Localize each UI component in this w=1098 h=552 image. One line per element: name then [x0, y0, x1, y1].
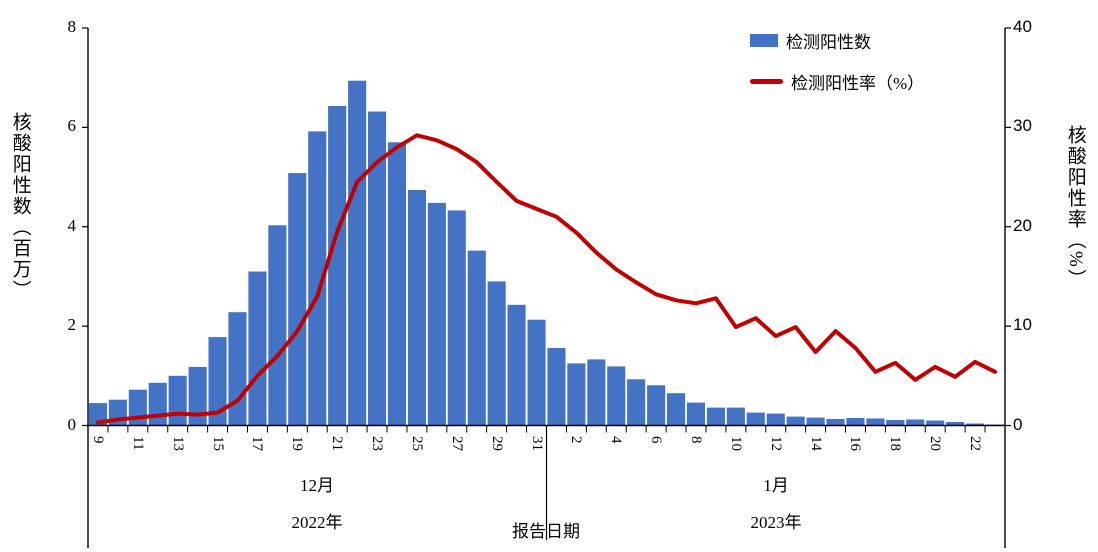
right-axis-title: 核酸阳性率（%） [1064, 125, 1086, 290]
x-tick-label: 8 [688, 436, 704, 444]
legend-item-positive-count: 检测阳性数 [750, 28, 924, 53]
x-tick-label: 22 [967, 436, 984, 451]
legend-line-label: 检测阳性率（%） [791, 74, 925, 93]
x-tick-label: 9 [89, 436, 106, 444]
legend-bar-swatch [750, 34, 778, 47]
y-left-tick-label: 4 [67, 215, 77, 235]
bar-15 [826, 419, 845, 426]
bar-28 [467, 250, 486, 426]
bar-17 [866, 418, 885, 426]
bar-10 [726, 407, 745, 426]
x-tick-label: 25 [408, 436, 425, 451]
left-axis-title: 核酸阳性数（百万） [9, 112, 31, 301]
bar-8 [686, 402, 705, 426]
bar-19 [288, 173, 307, 426]
legend-bar-label: 检测阳性数 [786, 33, 871, 52]
bar-16 [228, 312, 247, 426]
bar-11 [746, 412, 765, 426]
bar-7 [667, 393, 686, 426]
y-right-tick-label: 0 [1013, 414, 1023, 434]
bar-6 [647, 385, 666, 426]
bar-9 [706, 407, 725, 426]
x-tick-label: 4 [608, 436, 625, 444]
bar-3 [587, 359, 606, 426]
bar-17 [248, 271, 267, 426]
x-tick-label: 14 [807, 436, 824, 451]
bar-25 [407, 190, 426, 426]
x-tick-label: 31 [528, 436, 545, 451]
bar-18 [886, 420, 905, 426]
x-tick-label: 12 [767, 436, 784, 451]
x-tick-label: 23 [369, 436, 386, 451]
bar-27 [447, 210, 466, 426]
bar-15 [208, 337, 227, 426]
bar-2 [567, 363, 586, 426]
month-label-december: 12月 [300, 476, 334, 495]
x-tick-label: 21 [329, 436, 346, 451]
x-tick-label: 27 [448, 436, 465, 451]
y-left-tick-label: 8 [67, 17, 77, 36]
bar-26 [427, 202, 446, 426]
rate-line [96, 133, 997, 425]
x-axis-title: 报告日期 [512, 522, 580, 541]
year-label-2023: 2023年 [750, 513, 802, 532]
x-tick-label: 19 [289, 436, 306, 451]
legend-line-swatch [750, 79, 783, 84]
bar-20 [926, 420, 945, 426]
bar-12 [766, 413, 785, 426]
legend-item-positive-rate: 检测阳性率（%） [750, 69, 924, 94]
month-label-january: 1月 [763, 476, 789, 495]
bar-14 [188, 366, 207, 426]
year-label-2022: 2022年 [291, 513, 343, 532]
bar-29 [487, 281, 506, 426]
y-left-tick-label: 0 [67, 414, 77, 434]
bar-24 [387, 142, 406, 426]
bar-31 [527, 319, 546, 426]
x-tick-label: 13 [169, 436, 186, 451]
x-tick-label: 29 [488, 436, 505, 451]
bar-5 [627, 379, 646, 426]
bar-19 [906, 419, 925, 426]
legend: 检测阳性数 检测阳性率（%） [750, 28, 924, 94]
bar-16 [846, 418, 865, 426]
bar-12 [148, 382, 167, 426]
bar-22 [348, 80, 367, 426]
x-tick-label: 15 [209, 436, 226, 451]
bar-23 [368, 111, 387, 426]
bar-21 [328, 106, 347, 426]
bar-21 [946, 422, 965, 426]
y-right-tick-label: 30 [1013, 116, 1032, 136]
bar-20 [308, 131, 327, 426]
x-tick-label: 18 [887, 436, 904, 451]
x-tick-label: 16 [847, 436, 864, 451]
bar-14 [806, 417, 825, 426]
bar-1 [547, 348, 566, 426]
x-tick-label: 20 [927, 436, 944, 451]
bar-13 [786, 416, 805, 426]
bar-13 [168, 375, 187, 426]
y-left-tick-label: 2 [67, 315, 77, 335]
y-right-tick-label: 10 [1013, 315, 1032, 335]
x-tick-label: 2 [568, 436, 585, 444]
bar-4 [607, 366, 626, 426]
y-right-tick-label: 40 [1013, 17, 1032, 36]
bar-30 [507, 304, 526, 426]
bar-18 [268, 225, 287, 426]
x-tick-label: 11 [129, 436, 146, 451]
y-right-tick-label: 20 [1013, 215, 1032, 235]
y-left-tick-label: 6 [67, 116, 77, 136]
x-tick-label: 6 [648, 436, 665, 444]
bar-22 [966, 423, 985, 426]
x-tick-label: 17 [249, 436, 266, 451]
x-tick-label: 10 [727, 436, 744, 451]
